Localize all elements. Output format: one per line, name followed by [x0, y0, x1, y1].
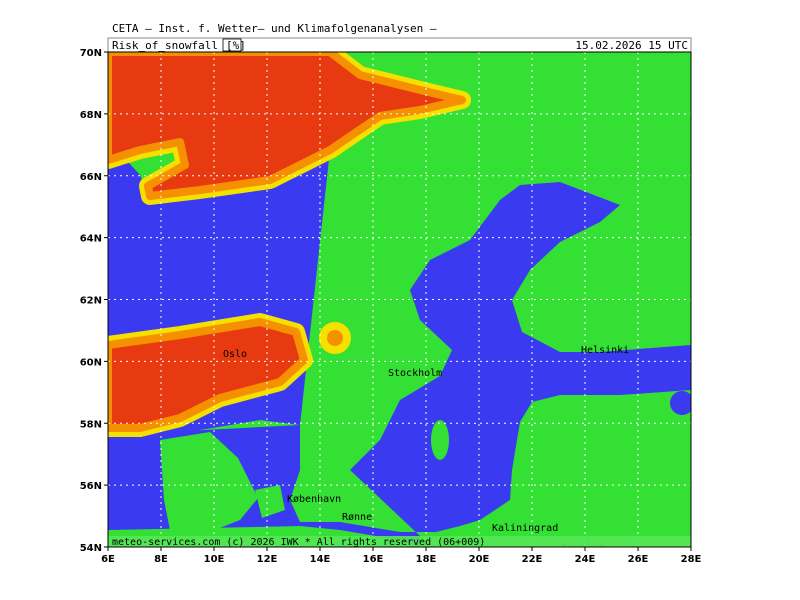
place-label: København	[287, 494, 341, 505]
place-label: Stockholm	[388, 368, 442, 379]
lat-label: 64N	[80, 234, 102, 245]
lat-label: 58N	[80, 419, 102, 430]
lon-label: 10E	[204, 554, 225, 565]
lat-label: 54N	[80, 543, 102, 554]
lon-label: 20E	[469, 554, 490, 565]
place-label: Rønne	[342, 512, 372, 523]
lat-label: 56N	[80, 481, 102, 492]
lat-label: 62N	[80, 296, 102, 307]
lon-label: 18E	[416, 554, 437, 565]
snow-oslo-core	[108, 318, 308, 432]
lat-label: 66N	[80, 172, 102, 183]
denmark	[160, 432, 258, 532]
map-unit: [%]	[226, 39, 246, 52]
snow-blob	[319, 322, 351, 354]
gotland	[431, 420, 449, 460]
zealand	[255, 485, 285, 518]
lat-label: 70N	[80, 48, 102, 59]
place-label: Oslo	[223, 349, 247, 360]
footer-band	[108, 536, 691, 547]
lon-label: 8E	[154, 554, 168, 565]
lake-ladoga	[670, 391, 691, 415]
lat-label: 60N	[80, 357, 102, 368]
axes: 54N 56N 58N 60N 62N 64N 66N 68N 70N 6E 8E 10E 12E 14E…	[80, 48, 702, 565]
lon-label: 6E	[101, 554, 115, 565]
baltic-sea	[108, 182, 691, 547]
lat-label: 68N	[80, 110, 102, 121]
valid-time: 15.02.2026 15 UTC	[575, 39, 688, 52]
map-title: Risk_of_snowfall	[112, 39, 218, 52]
lon-label: 28E	[681, 554, 702, 565]
place-label: Kaliningrad	[492, 523, 558, 534]
grid	[108, 52, 691, 547]
place-label: Helsinki	[581, 345, 629, 356]
lon-label: 26E	[628, 554, 649, 565]
lon-label: 16E	[363, 554, 384, 565]
bornholm	[339, 511, 351, 519]
lon-label: 24E	[575, 554, 596, 565]
lon-label: 22E	[522, 554, 543, 565]
lon-label: 14E	[310, 554, 331, 565]
footer: meteo-services.com (c) 2026 IWK * All ri…	[112, 537, 485, 548]
saaremaa	[535, 400, 575, 420]
unit-box	[222, 38, 242, 52]
lon-label: 12E	[257, 554, 278, 565]
header: CETA – Inst. f. Wetter– und Klimafolgena…	[112, 22, 437, 35]
